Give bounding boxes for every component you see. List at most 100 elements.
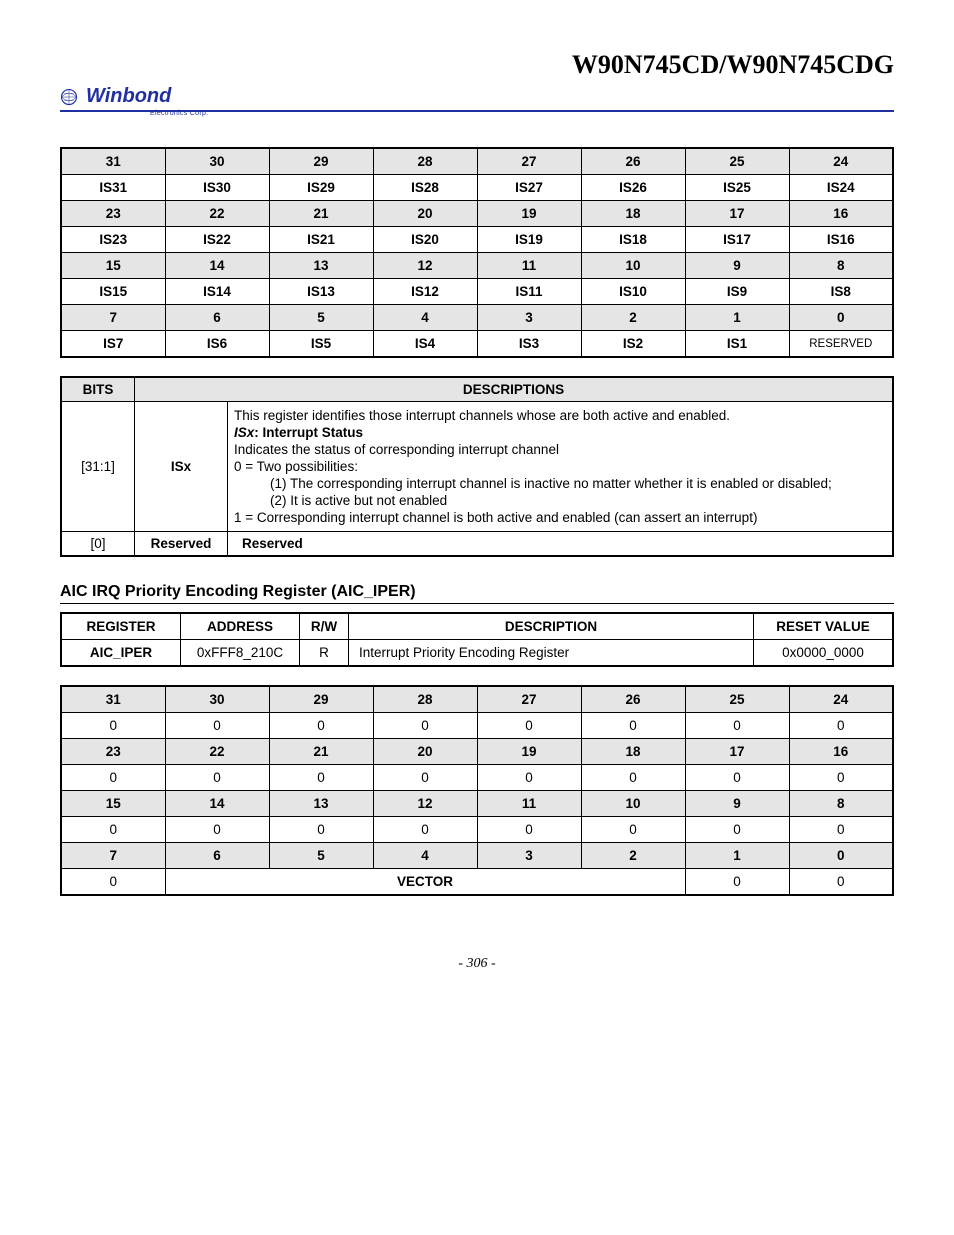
bit-row: 2322212019181716 (61, 201, 893, 227)
bit-cell: 14 (165, 253, 269, 279)
bit-cell: IS19 (477, 227, 581, 253)
bit-cell: 4 (373, 305, 477, 331)
field-name: Reserved (135, 532, 228, 557)
bit-cell: 27 (477, 686, 581, 713)
bit-row: 00000000 (61, 765, 893, 791)
bit-cell: 7 (61, 305, 165, 331)
bit-cell: 0 (61, 713, 165, 739)
bit-cell: 18 (581, 201, 685, 227)
bits-cell: [31:1] (61, 402, 135, 532)
bit-row: IS15IS14IS13IS12IS11IS10IS9IS8 (61, 279, 893, 305)
bit-cell: 0 (789, 713, 893, 739)
isr-description-table: BITS DESCRIPTIONS [31:1] ISx This regist… (60, 376, 894, 557)
desc-intro: This register identifies those interrupt… (234, 408, 886, 423)
bit-cell: IS13 (269, 279, 373, 305)
globe-icon (60, 88, 84, 106)
bit-cell: 9 (685, 253, 789, 279)
bit-cell: IS11 (477, 279, 581, 305)
bit-cell: 10 (581, 253, 685, 279)
bit-row: 00000000 (61, 817, 893, 843)
bit-cell: 24 (789, 148, 893, 175)
reg-reset: 0x0000_0000 (754, 640, 894, 667)
bits-cell: [0] (61, 532, 135, 557)
bit-cell: 30 (165, 686, 269, 713)
bit-cell: IS7 (61, 331, 165, 358)
bit-cell: IS8 (789, 279, 893, 305)
reg-header: REGISTER (61, 613, 181, 640)
bit-cell: 0 (165, 713, 269, 739)
bit-cell: IS28 (373, 175, 477, 201)
bit-cell: 6 (165, 843, 269, 869)
bit-cell: 19 (477, 739, 581, 765)
reg-row: AIC_IPER 0xFFF8_210C R Interrupt Priorit… (61, 640, 893, 667)
bit-row: 3130292827262524 (61, 686, 893, 713)
bit-cell: 31 (61, 148, 165, 175)
addr-header: ADDRESS (181, 613, 300, 640)
bit-cell: 0 (789, 765, 893, 791)
bit-cell: 0 (373, 713, 477, 739)
bit-cell: 26 (581, 148, 685, 175)
bit-cell: 0 (789, 305, 893, 331)
bit-cell: IS6 (165, 331, 269, 358)
bit-cell: 16 (789, 739, 893, 765)
bits-header: BITS (61, 377, 135, 402)
reset-header: RESET VALUE (754, 613, 894, 640)
bit-cell: 0 (581, 765, 685, 791)
vector-cell: VECTOR (165, 869, 685, 896)
bit-cell: 23 (61, 739, 165, 765)
bit-cell: RESERVED (789, 331, 893, 358)
bit-cell: 5 (269, 843, 373, 869)
document-title: W90N745CD/W90N745CDG (572, 50, 894, 80)
desc-line: 0 = Two possibilities: (234, 459, 886, 474)
bit-cell: 28 (373, 686, 477, 713)
desc-line: 1 = Corresponding interrupt channel is b… (234, 510, 886, 525)
bit-cell: 0 (61, 817, 165, 843)
bit-cell: 17 (685, 201, 789, 227)
bit-cell: 0 (477, 713, 581, 739)
reg-name: AIC_IPER (61, 640, 181, 667)
bit-cell: IS24 (789, 175, 893, 201)
bit-cell: 6 (165, 305, 269, 331)
bit-cell: 0 (61, 765, 165, 791)
bit-cell: 0 (269, 765, 373, 791)
bit-last-row: 0 VECTOR 0 0 (61, 869, 893, 896)
desc-header: DESCRIPTION (349, 613, 754, 640)
bit-cell: IS29 (269, 175, 373, 201)
bit-cell: 17 (685, 739, 789, 765)
bit-cell: 30 (165, 148, 269, 175)
bit-cell: 12 (373, 791, 477, 817)
bit-row: 15141312111098 (61, 791, 893, 817)
bit-cell: 0 (685, 869, 789, 896)
field-description: This register identifies those interrupt… (228, 402, 894, 532)
logo-tagline: Electronics Corp. (150, 110, 894, 117)
rw-header: R/W (300, 613, 349, 640)
bit-cell: 29 (269, 148, 373, 175)
reg-address: 0xFFF8_210C (181, 640, 300, 667)
bit-cell: 0 (61, 869, 165, 896)
bit-cell: 26 (581, 686, 685, 713)
bit-cell: IS20 (373, 227, 477, 253)
bit-cell: 5 (269, 305, 373, 331)
bit-cell: 2 (581, 843, 685, 869)
bit-cell: 0 (477, 817, 581, 843)
bit-row: 2322212019181716 (61, 739, 893, 765)
bit-cell: IS4 (373, 331, 477, 358)
bit-cell: 8 (789, 253, 893, 279)
bit-cell: IS27 (477, 175, 581, 201)
bit-cell: 16 (789, 201, 893, 227)
bit-cell: 0 (581, 817, 685, 843)
bit-cell: 11 (477, 791, 581, 817)
bit-row: IS31IS30IS29IS28IS27IS26IS25IS24 (61, 175, 893, 201)
bit-cell: IS5 (269, 331, 373, 358)
bit-row: 76543210 (61, 843, 893, 869)
bit-cell: IS2 (581, 331, 685, 358)
bit-cell: 13 (269, 791, 373, 817)
bit-cell: 20 (373, 201, 477, 227)
bit-cell: 0 (477, 765, 581, 791)
bit-row: 00000000 (61, 713, 893, 739)
bit-cell: 24 (789, 686, 893, 713)
section-title-iper: AIC IRQ Priority Encoding Register (AIC_… (60, 583, 894, 604)
bit-cell: 0 (685, 713, 789, 739)
page-number: - 306 - (60, 956, 894, 972)
bit-cell: 28 (373, 148, 477, 175)
